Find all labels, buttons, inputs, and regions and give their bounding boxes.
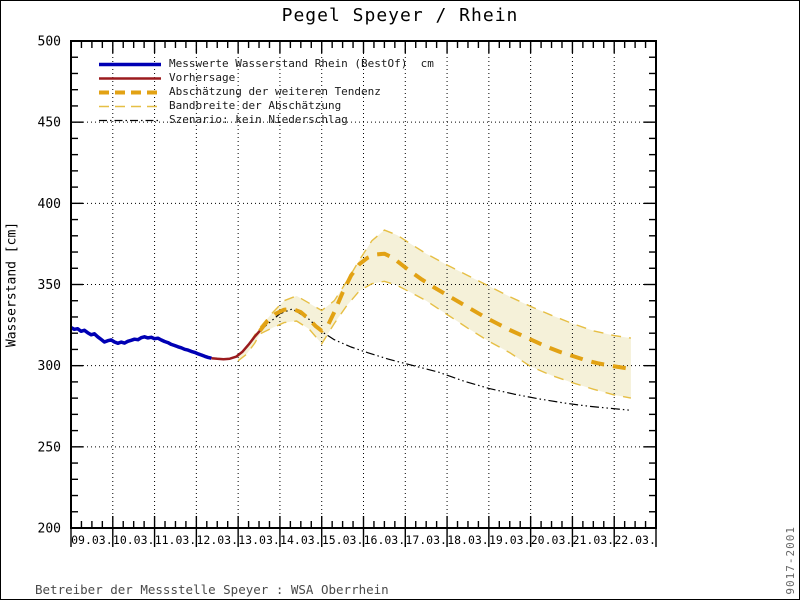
x-tick-label: 18.03. <box>447 533 489 547</box>
legend-label: Bandbreite der Abschätzung <box>169 99 342 112</box>
legend-label: Vorhersage <box>169 71 236 84</box>
x-tick-label: 20.03. <box>531 533 573 547</box>
forecast-line <box>211 329 261 361</box>
y-tick-label: 500 <box>38 35 61 50</box>
x-tick-label: 15.03. <box>322 533 364 547</box>
x-tick-label: 09.03. <box>71 533 113 547</box>
legend-item-bandbreite: Bandbreite der Abschätzung <box>99 99 434 113</box>
y-tick-label: 250 <box>38 440 61 455</box>
x-tick-label: 14.03. <box>280 533 322 547</box>
y-tick-label: 450 <box>38 116 61 131</box>
x-tick-label: 12.03. <box>196 533 238 547</box>
legend-swatch-forecast-line <box>99 76 161 80</box>
x-tick-label: 10.03. <box>113 533 155 547</box>
legend-swatch-tendency-line <box>99 90 161 94</box>
x-tick-label: 16.03. <box>364 533 406 547</box>
plot-border <box>70 40 657 529</box>
y-tick-label: 350 <box>38 278 61 293</box>
y-tick-label: 200 <box>38 522 61 537</box>
plot-id-watermark: 9017-2001 <box>784 526 797 595</box>
y-tick-label: 400 <box>38 197 61 212</box>
legend-label: Messwerte Wasserstand Rhein (BestOf) cm <box>169 57 434 70</box>
chart-title: Pegel Speyer / Rhein <box>281 5 519 26</box>
legend: Messwerte Wasserstand Rhein (BestOf) cm … <box>99 57 434 127</box>
legend-item-szenario: Szenario: kein Niederschlag <box>99 113 434 127</box>
footer: Betreiber der Messstelle Speyer : WSA Ob… <box>35 557 773 599</box>
legend-swatch-scenario-line <box>99 119 161 121</box>
x-tick-label: 11.03. <box>155 533 197 547</box>
measured-water-level-line <box>70 325 212 360</box>
band-upper-edge <box>237 229 632 356</box>
x-tick-label: 21.03. <box>573 533 615 547</box>
footer-operator-line: Betreiber der Messstelle Speyer : WSA Ob… <box>35 582 389 597</box>
legend-swatch-measured-line <box>99 62 161 66</box>
x-tick-label: 17.03. <box>405 533 447 547</box>
legend-label: Abschätzung der weiteren Tendenz <box>169 85 381 98</box>
tendency-estimate-line <box>258 251 632 371</box>
legend-item-vorhersage: Vorhersage <box>99 71 434 85</box>
legend-item-tendenz: Abschätzung der weiteren Tendenz <box>99 85 434 99</box>
uncertainty-band-fill <box>238 230 631 399</box>
x-tick-label: 13.03. <box>238 533 280 547</box>
y-tick-label: 300 <box>38 359 61 374</box>
band-lower-edge <box>237 280 632 399</box>
scenario-no-precipitation-line <box>259 308 631 411</box>
x-tick-label: 19.03. <box>489 533 531 547</box>
legend-label: Szenario: kein Niederschlag <box>169 113 348 126</box>
legend-swatch-band-line <box>99 105 161 107</box>
legend-item-messwerte: Messwerte Wasserstand Rhein (BestOf) cm <box>99 57 434 71</box>
x-tick-label: 22.03. <box>614 533 656 547</box>
